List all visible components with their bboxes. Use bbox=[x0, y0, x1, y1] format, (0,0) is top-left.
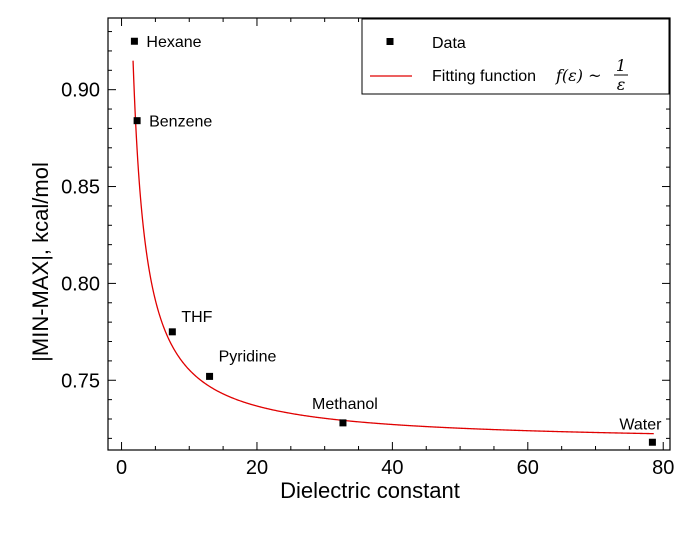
y-tick-label: 0.80 bbox=[61, 273, 100, 295]
data-point bbox=[133, 117, 141, 125]
plot-frame bbox=[107, 17, 671, 451]
legend-fit-label: Fitting function bbox=[432, 68, 536, 85]
legend-fit-formula: f(ε) ~ bbox=[555, 66, 601, 85]
y-axis-title: |MIN-MAX|, kcal/mol bbox=[28, 162, 53, 362]
y-tick-label: 0.75 bbox=[61, 370, 100, 392]
legend-fit-denominator: ε bbox=[617, 75, 626, 94]
data-point bbox=[168, 328, 176, 336]
data-point-label: Hexane bbox=[146, 34, 201, 51]
data-point-label: Water bbox=[619, 416, 662, 433]
data-points: Hexane Benzene THF Pyridine Methanol Water bbox=[130, 34, 662, 446]
data-point-label: Methanol bbox=[312, 396, 378, 413]
fit-curve bbox=[132, 60, 654, 435]
data-point-label: Pyridine bbox=[219, 348, 277, 365]
x-axis-title: Dielectric constant bbox=[280, 478, 460, 503]
data-point bbox=[206, 372, 214, 380]
x-tick-label: 80 bbox=[652, 457, 674, 479]
data-point bbox=[648, 438, 656, 446]
legend-data-marker bbox=[386, 38, 394, 45]
data-point-label: Benzene bbox=[149, 114, 212, 131]
data-point-label: THF bbox=[181, 309, 212, 326]
x-tick-label: 60 bbox=[517, 457, 539, 479]
legend-data-label: Data bbox=[432, 35, 466, 52]
legend: Data Fitting function f(ε) ~ 1 ε bbox=[361, 18, 670, 95]
x-tick-label: 0 bbox=[116, 457, 127, 479]
x-tick-label: 40 bbox=[381, 457, 403, 479]
legend-fit-numerator: 1 bbox=[616, 56, 626, 75]
data-point bbox=[130, 37, 138, 45]
data-point bbox=[339, 419, 347, 427]
y-ticks: 0.75 0.80 0.85 0.90 bbox=[61, 31, 670, 439]
y-tick-label: 0.90 bbox=[61, 80, 100, 102]
legend-box bbox=[361, 18, 670, 95]
y-tick-label: 0.85 bbox=[61, 177, 100, 199]
x-tick-label: 20 bbox=[246, 457, 268, 479]
